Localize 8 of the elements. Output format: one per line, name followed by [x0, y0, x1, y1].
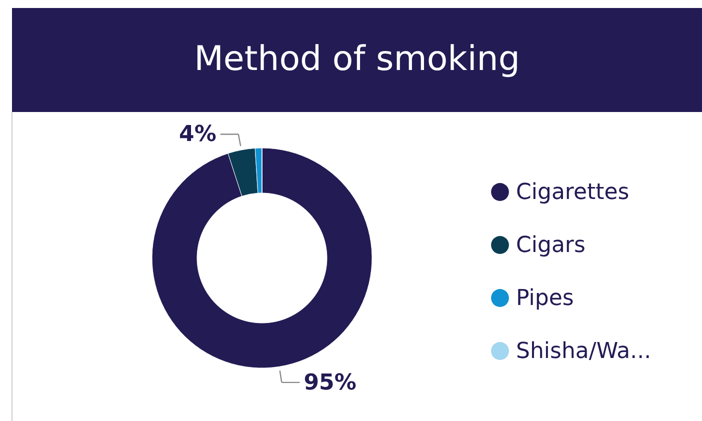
data-label: 95% [304, 370, 356, 396]
chart-title: Method of smoking [194, 39, 520, 79]
legend-label: Pipes [516, 286, 574, 311]
legend-label: Cigarettes [516, 180, 630, 205]
donut-slice [152, 148, 372, 368]
legend-label: Cigars [516, 233, 586, 258]
legend-label: Shisha/Wa... [516, 339, 652, 364]
data-label: 4% [179, 122, 216, 148]
